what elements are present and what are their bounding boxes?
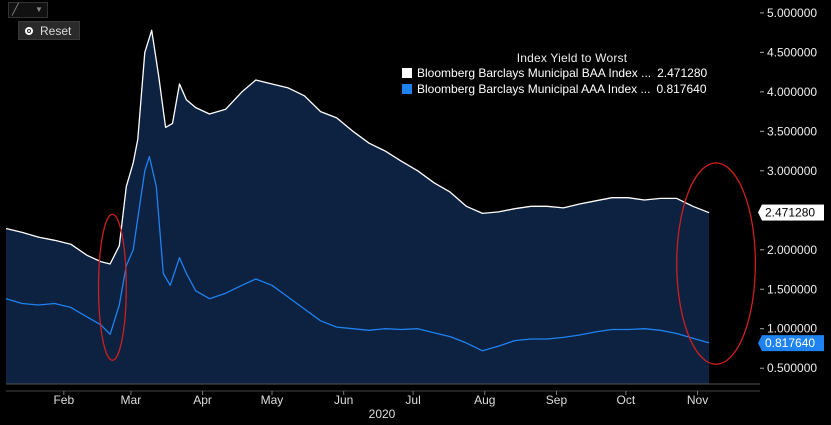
x-tick-label: May bbox=[261, 393, 284, 407]
y-tick-label: 5.000000 bbox=[767, 6, 817, 20]
last-value-pointer bbox=[758, 204, 762, 221]
legend-name-aaa: Bloomberg Barclays Municipal AAA Index .… bbox=[417, 82, 651, 96]
legend-swatch-baa bbox=[402, 68, 412, 78]
last-value-label: 0.817640 bbox=[765, 336, 815, 350]
legend-swatch-aaa bbox=[402, 84, 412, 94]
y-tick-label: 1.000000 bbox=[767, 322, 817, 336]
year-label: 2020 bbox=[369, 407, 396, 421]
x-tick-label: Apr bbox=[193, 393, 212, 407]
last-value-badge bbox=[762, 335, 824, 352]
legend-entry-aaa[interactable]: Bloomberg Barclays Municipal AAA Index .… bbox=[402, 81, 746, 97]
legend-title: Index Yield to Worst bbox=[516, 51, 628, 65]
x-tick-label: Sep bbox=[546, 393, 568, 407]
legend: Index Yield to Worst Bloomberg Barclays … bbox=[398, 47, 746, 102]
chart-type-menu[interactable]: ╱ ▼ bbox=[8, 2, 48, 18]
x-tick-label: Aug bbox=[474, 393, 495, 407]
y-tick-label: 4.500000 bbox=[767, 45, 817, 59]
caret-down-icon: ▼ bbox=[35, 5, 43, 14]
line-chart-icon: ╱ bbox=[12, 4, 19, 16]
y-tick-label: 0.500000 bbox=[767, 361, 817, 375]
last-value-pointer bbox=[758, 335, 762, 352]
last-value-label: 2.471280 bbox=[765, 206, 815, 220]
baa-area bbox=[6, 30, 710, 385]
legend-entry-baa[interactable]: Bloomberg Barclays Municipal BAA Index .… bbox=[402, 65, 746, 81]
legend-value-baa: 2.471280 bbox=[657, 66, 708, 80]
y-tick-label: 2.000000 bbox=[767, 243, 817, 257]
reset-button-label: Reset bbox=[40, 23, 72, 38]
x-tick-label: Oct bbox=[617, 393, 636, 407]
x-tick-label: Jun bbox=[334, 393, 353, 407]
aaa-series-line bbox=[5, 155, 710, 352]
x-tick-label: Nov bbox=[687, 393, 708, 407]
baa-series-line bbox=[5, 29, 710, 265]
y-tick-label: 1.500000 bbox=[767, 282, 817, 296]
highlight-ellipse-2 bbox=[676, 162, 757, 365]
y-tick-label: 3.500000 bbox=[767, 124, 817, 138]
reset-button[interactable]: Reset bbox=[18, 21, 80, 40]
legend-value-aaa: 0.817640 bbox=[656, 82, 707, 96]
last-value-badge bbox=[762, 204, 824, 221]
y-tick-label: 4.000000 bbox=[767, 85, 817, 99]
y-tick-label: 3.000000 bbox=[767, 164, 817, 178]
highlight-ellipse-1 bbox=[97, 213, 127, 361]
reset-icon bbox=[25, 26, 33, 35]
x-tick-label: Mar bbox=[121, 393, 142, 407]
x-tick-label: Jul bbox=[405, 393, 420, 407]
x-tick-label: Feb bbox=[53, 393, 74, 407]
legend-name-baa: Bloomberg Barclays Municipal BAA Index .… bbox=[417, 66, 652, 80]
